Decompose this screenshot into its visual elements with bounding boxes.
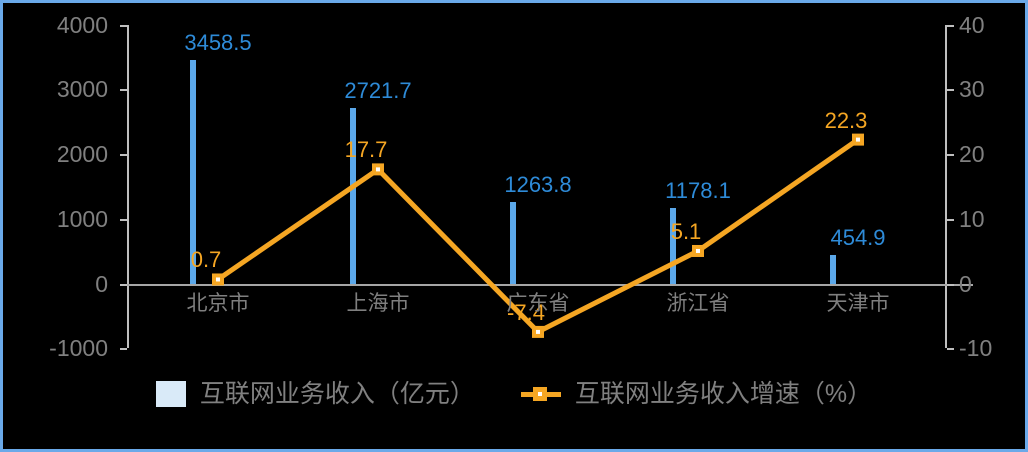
left-axis-label-3000: 3000 [56,76,108,102]
category-label-3: 浙江省 [666,292,730,315]
category-label-2: 广东省 [506,292,570,315]
line-marker-core-3 [696,248,700,253]
line-value-label-2: -7.4 [507,299,545,325]
right-axis-line [945,25,947,348]
legend-item-revenue[interactable]: 互联网业务收入（亿元） [155,379,475,408]
left-tick-4000 [120,25,127,27]
line-value-label-3: 5.1 [670,218,702,244]
category-label-0: 北京市 [186,292,250,315]
bar-value-label-1: 2721.7 [344,77,412,103]
right-axis-label-0: 0 [959,271,972,297]
left-tick-0 [120,284,127,286]
line-marker-4[interactable] [852,133,864,146]
line-value-label-1: 17.7 [344,137,388,163]
bar-value-label-2: 1263.8 [504,172,572,198]
line-marker-core-2 [536,329,540,334]
left-tick-3000 [120,89,127,91]
right-axis-label-neg10: -10 [959,335,993,361]
line-marker-core-4 [856,137,860,142]
right-tick-10 [947,219,954,221]
bar-4[interactable] [830,254,836,284]
right-axis-label-20: 20 [959,141,985,167]
legend-label-growth: 互联网业务收入增速（%） [574,379,873,408]
left-tick-2000 [120,154,127,156]
bar-2[interactable] [510,202,516,284]
legend-item-growth[interactable]: 互联网业务收入增速（%） [520,379,873,408]
line-marker-2[interactable] [532,325,544,338]
right-tick-40 [947,25,954,27]
category-label-4: 天津市 [826,292,890,315]
bar-value-label-3: 1178.1 [665,177,731,203]
left-tick-neg1000 [120,348,127,350]
right-tick-30 [947,89,954,91]
left-axis-label-0: 0 [95,271,108,297]
zero-baseline [127,284,973,286]
legend-bar-swatch-icon [155,381,186,407]
left-axis-label-2000: 2000 [56,141,108,167]
line-marker-3[interactable] [692,244,704,257]
left-tick-1000 [120,219,127,221]
bar-value-label-0: 3458.5 [184,30,252,56]
right-tick-20 [947,154,954,156]
line-marker-1[interactable] [372,163,384,176]
right-axis-label-10: 10 [959,206,985,232]
left-axis-label-1000: 1000 [56,206,108,232]
bar-1[interactable] [350,107,356,284]
bar-value-label-4: 454.9 [830,224,886,250]
left-axis-line [127,25,129,348]
right-axis-label-40: 40 [959,12,985,38]
line-value-label-4: 22.3 [824,107,868,133]
right-tick-neg10 [947,348,954,350]
line-marker-core-0 [216,277,220,282]
chart-legend: 互联网业务收入（亿元） 互联网业务收入增速（%） [3,381,1025,407]
line-marker-core-1 [376,167,380,172]
category-label-1: 上海市 [346,292,410,315]
legend-line-square-marker-icon [520,387,561,401]
right-axis-label-30: 30 [959,76,985,102]
left-axis-label-neg1000: -1000 [49,335,108,361]
right-tick-0 [947,284,954,286]
legend-label-revenue: 互联网业务收入（亿元） [199,379,475,408]
left-axis-label-4000: 4000 [56,12,108,38]
bar-0[interactable] [190,60,196,284]
line-value-label-0: 0.7 [190,247,222,273]
